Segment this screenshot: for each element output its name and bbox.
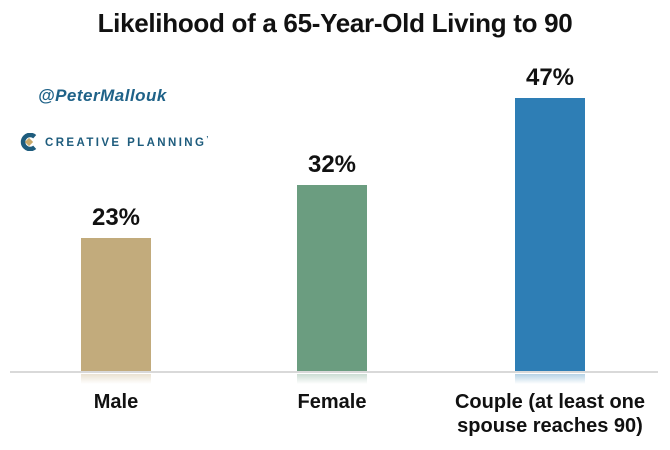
- bar-column-couple: 47%: [434, 64, 666, 371]
- bar-column-female: 32%: [216, 151, 448, 371]
- x-axis-label-female: Female: [297, 391, 367, 413]
- bar-reflection-female: [297, 374, 367, 384]
- x-axis-label-male: Male: [93, 391, 139, 413]
- chart-title: Likelihood of a 65-Year-Old Living to 90: [97, 8, 573, 38]
- brand-name: CREATIVE PLANNING’: [45, 136, 211, 149]
- x-axis-line: [10, 371, 658, 373]
- bar-value-label-couple: 47%: [525, 64, 575, 91]
- x-axis-label-couple: Couple (at least one spouse reaches 90): [454, 391, 646, 437]
- bar-male: [81, 238, 151, 371]
- bar-value-label-male: 23%: [91, 204, 141, 231]
- bar-reflection-male: [81, 374, 151, 384]
- brand-logo: CREATIVE PLANNING’: [20, 133, 211, 151]
- bar-couple: [515, 98, 585, 371]
- bar-reflection-couple: [515, 374, 585, 384]
- brand-name-text: CREATIVE PLANNING: [45, 136, 207, 149]
- bar-column-male: 23%: [0, 204, 232, 371]
- bar-female: [297, 185, 367, 371]
- creative-planning-c-icon: [20, 133, 37, 151]
- twitter-handle: @PeterMallouk: [38, 86, 167, 105]
- bar-value-label-female: 32%: [307, 151, 357, 178]
- brand-trademark: ’: [206, 135, 211, 143]
